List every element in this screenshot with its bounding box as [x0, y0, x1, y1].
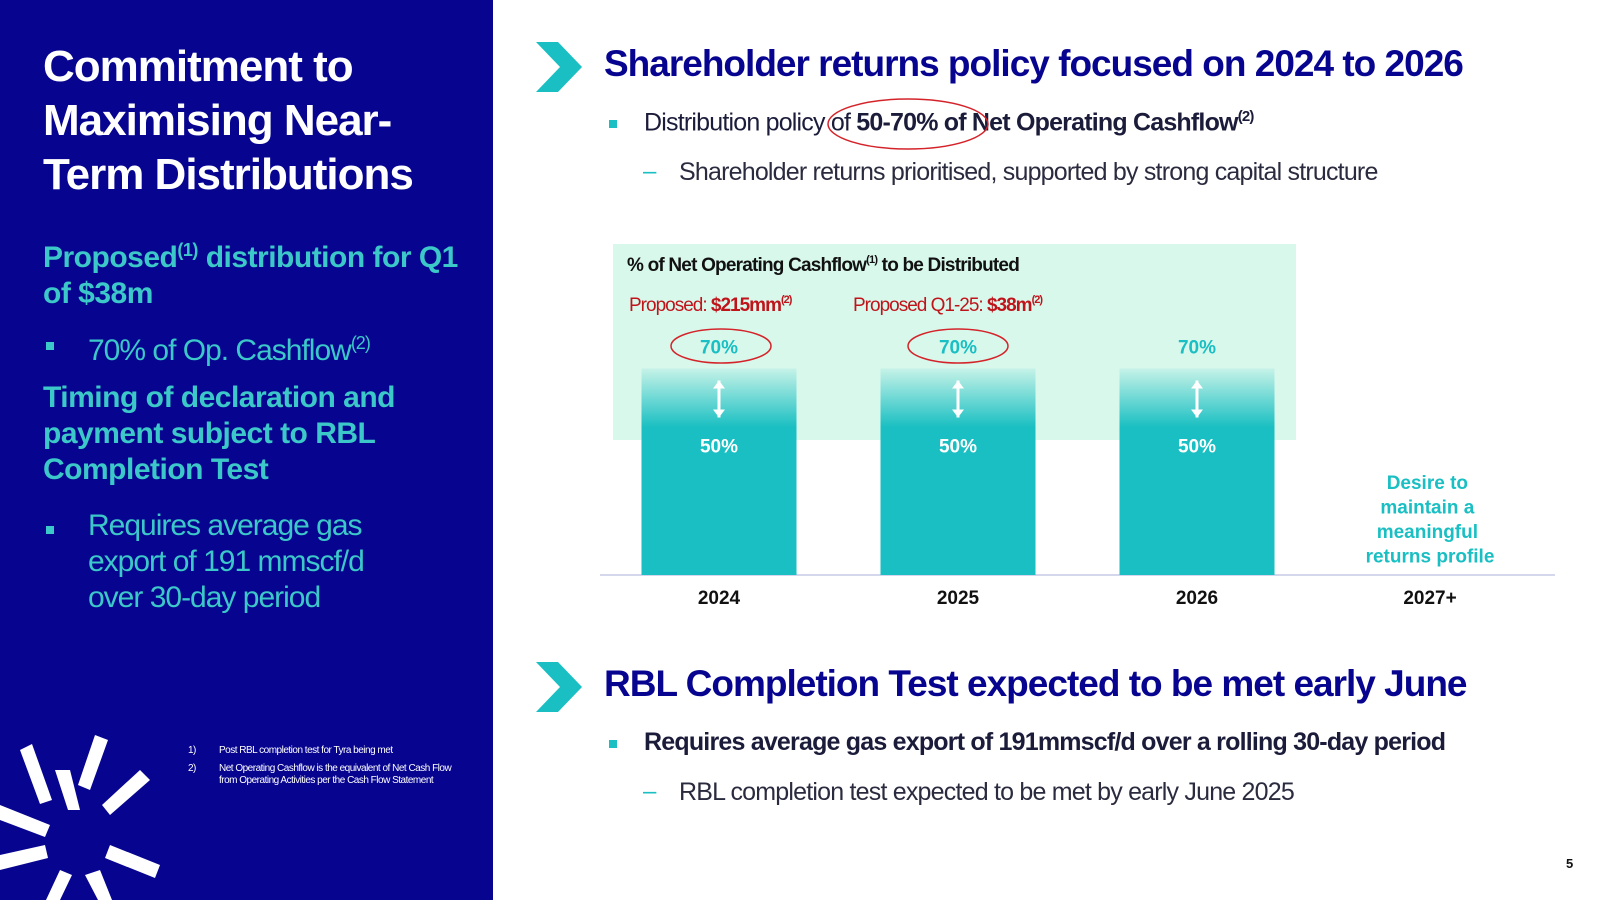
sub-bullet: RBL completion test expected to be met b…	[679, 778, 1295, 806]
note-line: maintain a	[1380, 498, 1479, 519]
sub-bullet: Shareholder returns prioritised, support…	[679, 158, 1378, 186]
note-line: meaningful	[1377, 522, 1484, 543]
x-tick-label: 2026	[1176, 588, 1218, 609]
note-line: returns profile	[1366, 547, 1495, 568]
highlight-circle	[670, 328, 772, 364]
value-label: 50%	[939, 437, 977, 458]
text: Proposed Q1-25:	[853, 295, 987, 316]
sup: (2)	[1032, 294, 1044, 306]
bar	[1119, 427, 1275, 575]
footnote: Post RBL completion test for Tyra being …	[219, 745, 393, 756]
text: to be Distributed	[877, 255, 1019, 276]
note-line: Desire to	[1387, 473, 1474, 494]
footnote-num: 2)	[188, 763, 196, 774]
highlight-circle	[827, 98, 989, 150]
left-bullet: Requires average gas export of 191 mmscf…	[88, 509, 365, 614]
arrow-head	[952, 380, 964, 389]
section-title: RBL Completion Test expected to be met e…	[604, 663, 1468, 704]
bullet-icon	[46, 342, 54, 350]
sup: (1)	[866, 254, 878, 266]
text: Distribution policy of	[644, 108, 857, 137]
text: distribution for Q1 of $38m	[43, 241, 458, 310]
x-tick-label: 2024	[698, 588, 741, 609]
arrow-head	[713, 409, 725, 418]
arrow-head	[713, 380, 725, 389]
page-number: 5	[1566, 856, 1574, 871]
bold-text: $215mm	[711, 295, 781, 316]
value-label: 50%	[700, 437, 738, 458]
arrow-head	[952, 409, 964, 418]
chart-note: Desire to maintain a meaningful returns …	[1366, 473, 1495, 568]
text: Proposed	[43, 241, 178, 274]
annotation-text: Proposed Q1-25: $38m(2)	[853, 294, 1043, 316]
sup: (2)	[350, 333, 371, 353]
chart-title: % of Net Operating Cashflow(1) to be Dis…	[627, 254, 1019, 276]
footnote-num: 1)	[188, 745, 196, 756]
range-label: 70%	[700, 338, 738, 359]
bullet-icon	[46, 526, 54, 534]
bar	[880, 427, 1036, 575]
logo	[0, 735, 160, 900]
left-heading: Proposed(1) distribution for Q1 of $38m	[43, 232, 463, 312]
dash: –	[643, 158, 657, 185]
sup: (2)	[781, 294, 793, 306]
left-heading: Timing of declaration and payment subjec…	[43, 381, 395, 486]
x-tick-label: 2027+	[1403, 588, 1456, 609]
arrow-head	[1191, 409, 1203, 418]
bullet: Distribution policy of 50-70% of Net Ope…	[644, 108, 1254, 137]
chevron-icon	[536, 42, 582, 92]
x-tick-label: 2025	[937, 588, 980, 609]
annotation: Proposed: $215mm(2) Proposed Q1-25: $38m…	[629, 294, 1044, 316]
bullet-icon	[609, 740, 617, 748]
left-panel: Commitment to Maximising Near-Term Distr…	[0, 0, 493, 900]
chevron-icon	[536, 662, 582, 712]
text: % of Net Operating Cashflow	[627, 255, 867, 276]
footnote: Net Operating Cashflow is the equivalent…	[219, 763, 452, 786]
arrow-head	[1191, 380, 1203, 389]
left-bullet: 70% of Op. Cashflow(2)	[88, 325, 408, 369]
range-label: 70%	[939, 338, 977, 359]
bold-text: 50-70% of Net Operating Cashflow	[856, 108, 1238, 137]
bullet: Requires average gas export of 191mmscf/…	[644, 728, 1446, 756]
dash: –	[643, 778, 657, 805]
bold-text: $38m	[987, 295, 1032, 316]
slide-title: Commitment to Maximising Near-Term Distr…	[43, 42, 414, 199]
range-label: 70%	[1178, 338, 1216, 359]
section-title: Shareholder returns policy focused on 20…	[604, 43, 1464, 84]
bullet-icon	[609, 120, 617, 128]
highlight-circle	[907, 328, 1009, 364]
bar	[641, 427, 797, 575]
value-label: 50%	[1178, 437, 1216, 458]
sup: (1)	[177, 240, 198, 260]
sup: (2)	[1237, 108, 1255, 125]
text: 70% of Op. Cashflow	[88, 334, 352, 367]
annotation-text: Proposed: $215mm(2)	[629, 294, 793, 316]
text: Proposed:	[629, 295, 711, 316]
